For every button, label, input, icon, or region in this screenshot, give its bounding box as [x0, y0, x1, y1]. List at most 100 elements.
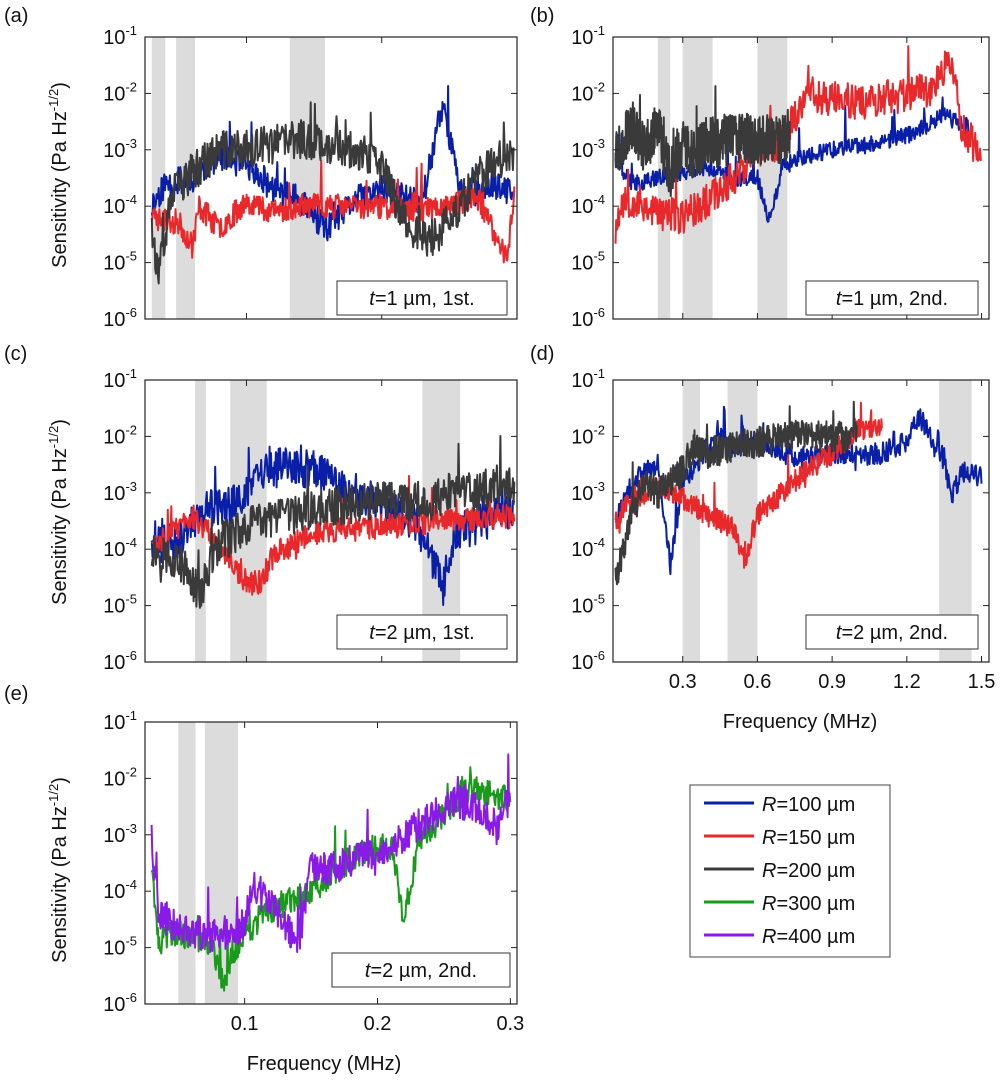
panel-d-band-0: [682, 380, 701, 662]
panel-d-label: (d): [530, 343, 554, 365]
panel-d-ytick-label-2: 10-4: [571, 535, 605, 561]
ytick-exp: -2: [593, 422, 605, 437]
panel-a-ytick-label-5: 10-1: [103, 23, 137, 49]
ytick-base: 10: [103, 196, 125, 218]
panel-e-plot: 10-610-510-410-310-210-10.1 0.2 0.3: [103, 708, 524, 1035]
panel-d-annotation-text: t=2 µm, 2nd.: [836, 622, 948, 644]
panel-e-xlabel: Frequency (MHz): [247, 1053, 401, 1075]
panel-e-band-0: [178, 722, 196, 1004]
panel-e-ytick-label-0: 10-6: [103, 990, 137, 1016]
panel-d-xtick-label-3: 1.2: [893, 671, 921, 693]
ytick-exp: -1: [125, 23, 137, 38]
ytick-base: 10: [103, 652, 125, 674]
panel-a-annotation: t=1 µm, 1st.: [336, 280, 508, 316]
ytick-exp: -3: [125, 479, 137, 494]
panel-e-annotation-text: t=2 µm, 2nd.: [365, 960, 477, 982]
ytick-exp: -5: [125, 934, 137, 949]
ytick-exp: -5: [593, 249, 605, 264]
ytick-base: 10: [103, 140, 125, 162]
panel-e-ytick-label-2: 10-4: [103, 877, 137, 903]
panel-b-ytick-label-0: 10-6: [571, 305, 605, 331]
legend-item-r200: R=200 µm: [704, 860, 855, 882]
panel-c-ytick-label-3: 10-3: [103, 479, 137, 505]
panel-e-annotation: t=2 µm, 2nd.: [331, 952, 511, 988]
ytick-exp: -4: [125, 535, 137, 550]
legend-item-r100: R=100 µm: [704, 794, 855, 816]
panel-e-label: (e): [4, 683, 28, 705]
panel-d-ytick-label-3: 10-3: [571, 479, 605, 505]
panel-e-frame: [144, 721, 518, 1005]
panel-e-xtick-label-2: 0.3: [496, 1013, 524, 1035]
ytick-exp: -2: [125, 79, 137, 94]
ytick-base: 10: [571, 652, 593, 674]
panel-b-ytick-label-3: 10-3: [571, 136, 605, 162]
ytick-base: 10: [103, 309, 125, 331]
panel-c-ytick-label-5: 10-1: [103, 366, 137, 392]
panel-d-ytick-label-0: 10-6: [571, 648, 605, 674]
panel-a-ytick-label-0: 10-6: [103, 305, 137, 331]
panel-c-ytick-label-1: 10-5: [103, 592, 137, 618]
panel-e-ylabel: Sensitivity (Pa Hz-1/2): [46, 777, 71, 963]
panel-e: (e) 10-610-510-410-310-210-10.1 0.2 0.3 t=…: [4, 683, 524, 1075]
ytick-exp: -2: [125, 764, 137, 779]
ytick-base: 10: [571, 27, 593, 49]
panel-c-annotation-box: [336, 614, 508, 650]
panel-a: (a) 10-610-510-410-310-210-1 t=1 µm, 1st…: [4, 5, 518, 331]
legend-item-r150: R=150 µm: [704, 827, 855, 849]
panel-a-ytick-label-2: 10-4: [103, 192, 137, 218]
panel-d-xtick-label-0: 0.3: [669, 671, 697, 693]
ytick-base: 10: [103, 994, 125, 1016]
ytick-exp: -3: [593, 136, 605, 151]
panel-b-series-r150: [614, 45, 982, 244]
ytick-exp: -2: [125, 422, 137, 437]
panel-a-ytick-label-4: 10-2: [103, 79, 137, 105]
panel-d-xtick-label-1: 0.6: [744, 671, 772, 693]
ytick-base: 10: [103, 426, 125, 448]
panel-e-xtick-label-1: 0.2: [364, 1013, 392, 1035]
panel-d-series-r100: [614, 405, 983, 576]
panel-c: (c) 10-610-510-410-310-210-1 t=2 µm, 1st…: [4, 343, 518, 674]
ytick-exp: -6: [593, 305, 605, 320]
ytick-exp: -5: [125, 592, 137, 607]
ytick-exp: -4: [125, 877, 137, 892]
panel-c-ytick-label-2: 10-4: [103, 535, 137, 561]
panel-e-ytick-label-4: 10-2: [103, 764, 137, 790]
ytick-exp: -4: [593, 192, 605, 207]
ytick-base: 10: [103, 539, 125, 561]
panel-b-band-1: [682, 37, 713, 319]
ytick-exp: -1: [593, 23, 605, 38]
legend-label-r300: R=300 µm: [762, 893, 855, 915]
ytick-exp: -1: [125, 366, 137, 381]
ytick-base: 10: [571, 370, 593, 392]
panel-d-ytick-label-5: 10-1: [571, 366, 605, 392]
panel-b-band-2: [757, 37, 788, 319]
ytick-exp: -3: [125, 136, 137, 151]
panel-a-annotation-text: t=1 µm, 1st.: [369, 288, 474, 310]
panel-c-series-r100: [150, 444, 516, 606]
panel-e-ytick-label-5: 10-1: [103, 708, 137, 734]
ytick-exp: -5: [593, 592, 605, 607]
ytick-exp: -4: [593, 535, 605, 550]
panel-d-frame: [612, 379, 990, 663]
ytick-base: 10: [103, 83, 125, 105]
ytick-exp: -6: [125, 305, 137, 320]
panel-a-label: (a): [4, 5, 28, 27]
panel-e-ytick-label-3: 10-3: [103, 821, 137, 847]
panel-e-annotation-box: [331, 952, 511, 988]
panel-c-ytick-label-4: 10-2: [103, 422, 137, 448]
panel-b-annotation-box: [805, 280, 979, 316]
panel-c-annotation-text: t=2 µm, 1st.: [369, 622, 474, 644]
panel-a-plot: 10-610-510-410-310-210-1: [103, 23, 518, 331]
ytick-exp: -6: [593, 648, 605, 663]
panel-d: (d) 10-610-510-410-310-210-10.3 0.6 0.9 1.2…: [530, 343, 995, 733]
ytick-base: 10: [103, 768, 125, 790]
ytick-base: 10: [571, 309, 593, 331]
ytick-exp: -3: [593, 479, 605, 494]
panel-b-ytick-label-1: 10-5: [571, 249, 605, 275]
panel-b-plot: 10-610-510-410-310-210-1: [571, 23, 990, 331]
ytick-base: 10: [103, 881, 125, 903]
legend-label-r100: R=100 µm: [762, 794, 855, 816]
panel-b-annotation: t=1 µm, 2nd.: [805, 280, 979, 316]
panel-b-annotation-text: t=1 µm, 2nd.: [836, 288, 948, 310]
ytick-base: 10: [571, 196, 593, 218]
